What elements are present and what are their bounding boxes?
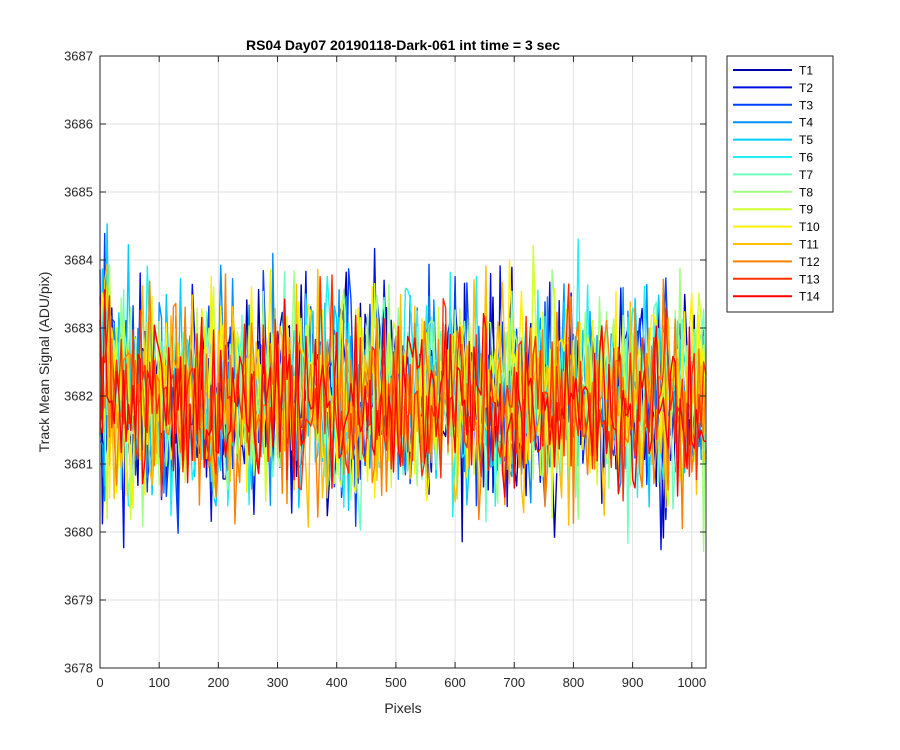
- y-tick-label: 3686: [64, 117, 93, 132]
- legend-label-t1: T1: [799, 64, 813, 78]
- x-tick-label: 1000: [677, 675, 706, 690]
- x-tick-label: 800: [563, 675, 585, 690]
- y-tick-label: 3684: [64, 253, 93, 268]
- legend-label-t3: T3: [799, 98, 813, 112]
- y-tick-label: 3685: [64, 185, 93, 200]
- legend-box: [726, 55, 834, 313]
- y-tick-label: 3679: [64, 593, 93, 608]
- x-tick-label: 200: [208, 675, 230, 690]
- series-line-t13: [99, 274, 707, 502]
- legend-label-t11: T11: [799, 238, 819, 252]
- y-tick-label: 3680: [64, 525, 93, 540]
- legend-label-t13: T13: [799, 272, 820, 286]
- x-tick-label: 0: [96, 675, 103, 690]
- x-tick-label: 600: [444, 675, 466, 690]
- x-axis-label: Pixels: [384, 700, 421, 716]
- chart-title: RS04 Day07 20190118-Dark-061 int time = …: [246, 37, 560, 53]
- y-tick-label: 3681: [64, 457, 93, 472]
- x-tick-label: 400: [326, 675, 348, 690]
- plot-frame: [99, 55, 707, 669]
- legend-label-t7: T7: [799, 168, 813, 182]
- legend-label-t6: T6: [799, 151, 813, 165]
- series-line-t14: [99, 289, 707, 498]
- y-tick-label: 3687: [64, 49, 93, 64]
- y-tick-label: 3683: [64, 321, 93, 336]
- x-tick-label: 300: [267, 675, 289, 690]
- legend: T1 T2 T3 T4 T5 T6 T7 T8 T9 T10 T11 T12 T13 T14: [726, 55, 834, 313]
- y-tick-label: 3682: [64, 389, 93, 404]
- axis-ticks: 0 100 200 300 400 500 600 700 800 900 1000 3678 3679…: [64, 49, 706, 691]
- legend-label-t14: T14: [799, 290, 820, 304]
- legend-label-t12: T12: [799, 255, 820, 269]
- plot-area: 0 100 200 300 400 500 600 700 800 900 1000 3678 3679…: [64, 49, 707, 691]
- legend-label-t10: T10: [799, 220, 820, 234]
- legend-label-t5: T5: [799, 133, 813, 147]
- series-lines: [99, 223, 707, 553]
- y-tick-label: 3678: [64, 661, 93, 676]
- legend-label-t4: T4: [799, 116, 813, 130]
- legend-items: T1 T2 T3 T4 T5 T6 T7 T8 T9 T10 T11 T12 T13 T14: [733, 64, 820, 304]
- x-tick-label: 900: [622, 675, 644, 690]
- x-tick-label: 700: [503, 675, 525, 690]
- y-axis-label: Track Mean Signal (ADU/pix): [36, 272, 52, 453]
- legend-label-t2: T2: [799, 81, 813, 95]
- x-tick-label: 500: [385, 675, 407, 690]
- legend-label-t8: T8: [799, 185, 813, 199]
- legend-label-t9: T9: [799, 203, 813, 217]
- x-tick-label: 100: [148, 675, 170, 690]
